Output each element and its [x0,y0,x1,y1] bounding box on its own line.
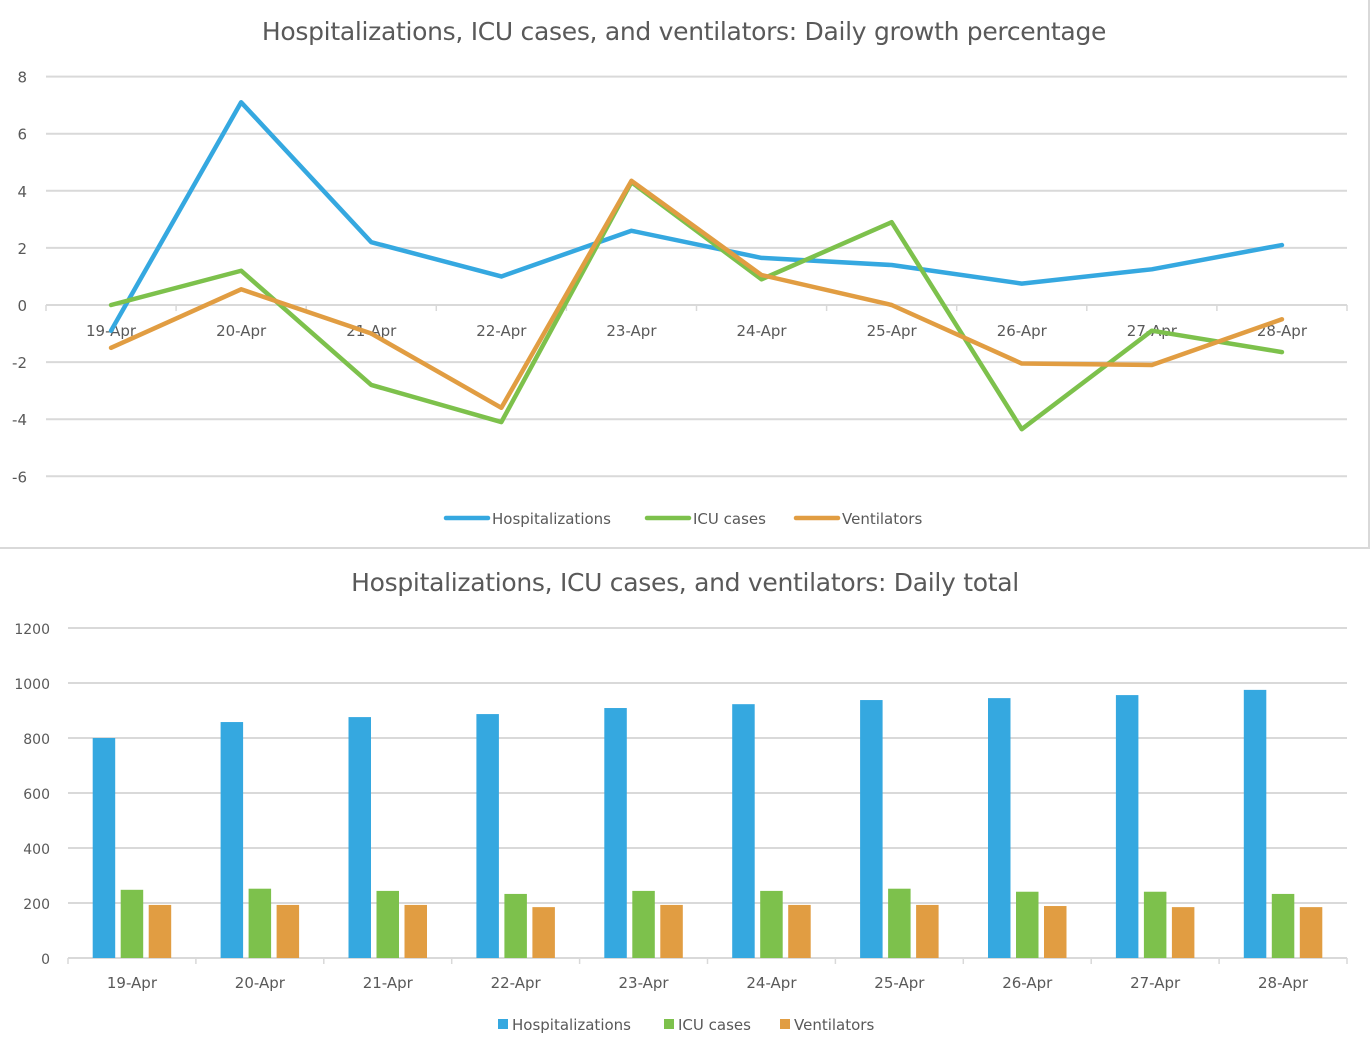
chart-title: Hospitalizations, ICU cases, and ventila… [261,17,1107,46]
bar-hospitalizations [1243,689,1267,958]
bar-ventilators [532,907,555,958]
bar-ventilators [916,904,939,958]
y-tick-label: 4 [17,183,27,201]
legend-swatch [498,1019,508,1029]
bar-hospitalizations [732,704,755,958]
bar-icu-cases [1016,891,1039,958]
x-tick-label: 25-Apr [867,322,918,340]
y-tick-label: 400 [23,842,50,858]
y-tick-label: 0 [41,952,50,968]
x-tick-label: 26-Apr [997,322,1048,340]
x-tick-label: 22-Apr [491,974,542,992]
bar-hospitalizations [860,700,883,958]
y-tick-label: 600 [23,787,50,803]
y-tick-label: 2 [17,240,27,258]
x-tick-label: 22-Apr [476,322,527,340]
bar-icu-cases [888,888,911,958]
y-tick-label: -6 [12,468,27,486]
bar-icu-cases [632,890,655,958]
bar-hospitalizations [604,708,627,958]
bar-ventilators [788,904,811,958]
bar-chart-canvas: 1200 1000 800 600 400 200 0 19-Apr 20-Apr 21-Apr 2… [14,622,1348,1034]
y-tick-label: 8 [17,69,27,87]
bar-hospitalizations [220,722,244,958]
bar-icu-cases [504,893,527,958]
x-tick-label: 24-Apr [746,974,797,992]
total-bar-chart: Hospitalizations, ICU cases, and ventila… [0,550,1370,1055]
bar-ventilators [276,904,300,958]
bar-icu-cases [760,890,783,958]
y-tick-label: -4 [12,411,27,429]
bar-ventilators [1044,906,1067,958]
y-tick-label: 800 [23,732,50,748]
bar-ventilators [1299,907,1323,958]
x-tick-label: 26-Apr [1002,974,1053,992]
y-tick-label: 200 [23,897,50,913]
y-tick-label: 0 [17,297,27,315]
bar-hospitalizations [1115,695,1139,958]
x-tick-label: 24-Apr [736,322,787,340]
bar-ventilators [148,904,172,958]
bar-hospitalizations [988,698,1011,958]
bar-hospitalizations [348,717,371,958]
y-tick-label: 1200 [14,622,50,638]
x-tick-label: 28-Apr [1258,974,1309,992]
x-tick-label: 23-Apr [606,322,657,340]
series-line-hospitalizations [108,100,1285,333]
y-tick-label: 1000 [14,677,50,693]
x-tick-label: 20-Apr [216,322,267,340]
x-tick-label: 21-Apr [346,322,397,340]
x-tick-label: 23-Apr [618,974,669,992]
y-tick-label: -2 [12,354,27,372]
legend-swatch [664,1019,674,1029]
chart-title: Hospitalizations, ICU cases, and ventila… [351,568,1019,597]
x-tick-label: 28-Apr [1257,322,1308,340]
x-tick-label: 19-Apr [107,974,158,992]
bar-icu-cases [1143,891,1167,958]
bar-hospitalizations [92,738,116,958]
x-tick-label: 27-Apr [1130,974,1181,992]
legend-swatch [780,1019,790,1029]
x-tick-label: 25-Apr [874,974,925,992]
legend-label: ICU cases [678,1016,751,1034]
bar-icu-cases [1271,893,1295,958]
series-line-icu-cases [108,179,1285,432]
bar-ventilators [404,904,427,958]
y-tick-label: 6 [17,126,27,144]
bar-ventilators [1171,907,1195,958]
bar-hospitalizations [476,714,499,958]
legend-label: ICU cases [693,510,766,528]
legend-label: Ventilators [794,1016,874,1034]
series-line-ventilators [108,178,1285,411]
legend-label: Hospitalizations [512,1016,631,1034]
legend-label: Ventilators [842,510,922,528]
bar-icu-cases [120,889,144,958]
bar-icu-cases [376,890,399,958]
x-tick-label: 21-Apr [363,974,414,992]
legend-label: Hospitalizations [492,510,611,528]
bar-icu-cases [248,888,272,958]
growth-line-chart: Hospitalizations, ICU cases, and ventila… [0,0,1370,549]
bar-ventilators [660,904,683,958]
x-tick-label: 20-Apr [235,974,286,992]
